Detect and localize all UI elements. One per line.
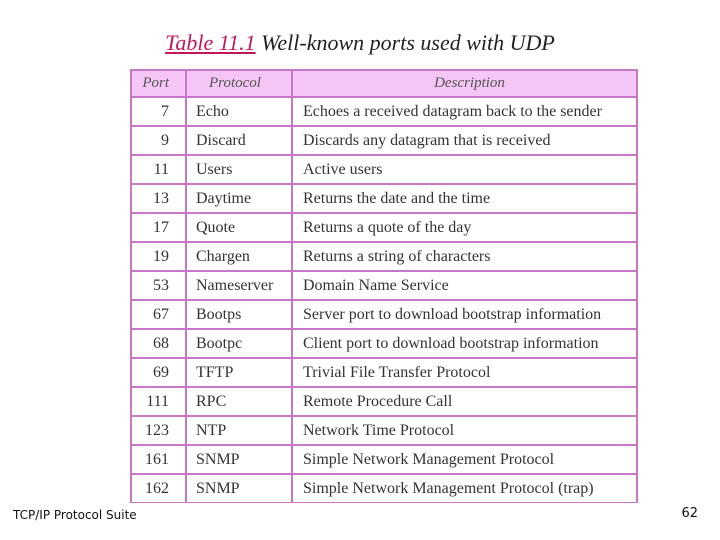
cell-protocol: SNMP (187, 475, 291, 502)
header-port: Port (132, 71, 185, 96)
cell-description: Client port to download bootstrap inform… (293, 330, 636, 357)
cell-description: Echoes a received datagram back to the s… (293, 98, 636, 125)
cell-port: 7 (132, 98, 185, 125)
table-caption: Well-known ports used with UDP (261, 30, 555, 55)
cell-description: Returns the date and the time (293, 185, 636, 212)
ports-table-grid: Port Protocol Description 7 Echo Echoes a rec… (132, 71, 636, 502)
cell-description: Server port to download bootstrap inform… (293, 301, 636, 328)
cell-description: Network Time Protocol (293, 417, 636, 444)
ports-table: Port Protocol Description 7 Echo Echoes a rec… (130, 69, 638, 503)
cell-port: 53 (132, 272, 185, 299)
cell-protocol: Nameserver (187, 272, 291, 299)
cell-port: 161 (132, 446, 185, 473)
cell-description: Discards any datagram that is received (293, 127, 636, 154)
cell-protocol: TFTP (187, 359, 291, 386)
header-protocol: Protocol (187, 71, 291, 96)
cell-protocol: Discard (187, 127, 291, 154)
table-number: Table 11.1 (165, 30, 256, 55)
cell-port: 69 (132, 359, 185, 386)
cell-protocol: Chargen (187, 243, 291, 270)
cell-protocol: Users (187, 156, 291, 183)
header-description: Description (293, 71, 636, 96)
cell-protocol: SNMP (187, 446, 291, 473)
cell-port: 19 (132, 243, 185, 270)
cell-port: 111 (132, 388, 185, 415)
cell-description: Simple Network Management Protocol (trap… (293, 475, 636, 502)
cell-port: 67 (132, 301, 185, 328)
cell-description: Simple Network Management Protocol (293, 446, 636, 473)
footer-course-name: TCP/IP Protocol Suite (13, 508, 137, 522)
table-title: Table 11.1 Well-known ports used with UD… (0, 30, 720, 56)
cell-description: Returns a quote of the day (293, 214, 636, 241)
cell-description: Returns a string of characters (293, 243, 636, 270)
cell-protocol: Bootps (187, 301, 291, 328)
cell-port: 17 (132, 214, 185, 241)
cell-port: 68 (132, 330, 185, 357)
cell-port: 123 (132, 417, 185, 444)
cell-description: Domain Name Service (293, 272, 636, 299)
cell-port: 9 (132, 127, 185, 154)
cell-port: 11 (132, 156, 185, 183)
cell-protocol: Echo (187, 98, 291, 125)
cell-protocol: Daytime (187, 185, 291, 212)
cell-port: 13 (132, 185, 185, 212)
page-number: 62 (681, 506, 698, 521)
cell-port: 162 (132, 475, 185, 502)
cell-description: Trivial File Transfer Protocol (293, 359, 636, 386)
cell-description: Active users (293, 156, 636, 183)
cell-protocol: RPC (187, 388, 291, 415)
cell-description: Remote Procedure Call (293, 388, 636, 415)
cell-protocol: Bootpc (187, 330, 291, 357)
cell-protocol: Quote (187, 214, 291, 241)
cell-protocol: NTP (187, 417, 291, 444)
